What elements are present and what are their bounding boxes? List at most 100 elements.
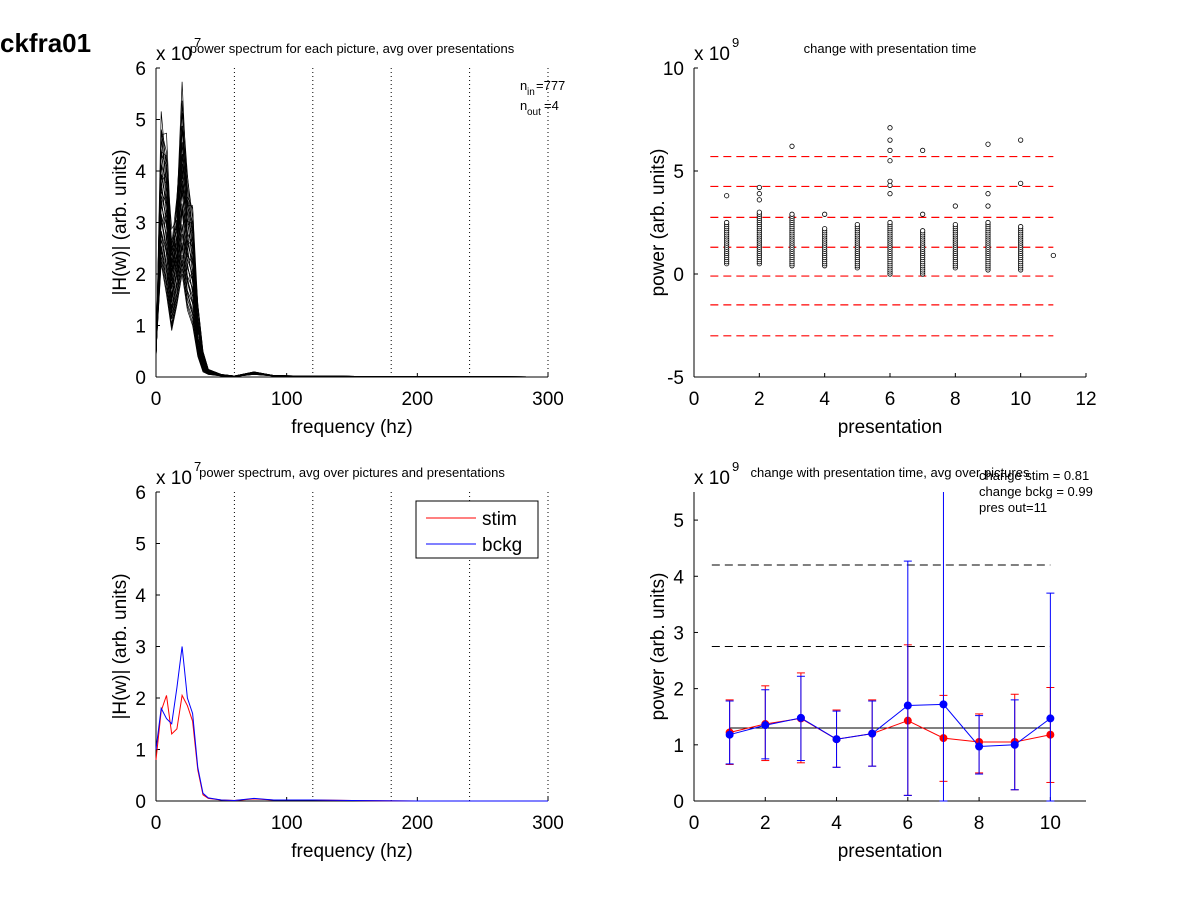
series-marker-bckg (939, 700, 948, 709)
y-multiplier-exponent: 9 (732, 35, 739, 50)
legend-label-stim: stim (482, 509, 517, 530)
series-line-stim (729, 717, 1051, 743)
outlier-point (756, 184, 762, 191)
outlier-point (789, 143, 795, 149)
spectrum-line (155, 246, 549, 378)
series-marker-bckg (1046, 714, 1055, 723)
y-tick-label: 0 (135, 792, 146, 813)
x-tick-label: 100 (271, 813, 303, 834)
y-tick-label: 5 (135, 111, 146, 132)
outlier-point (920, 147, 926, 153)
data-point (724, 219, 730, 226)
n-out-value: =4 (544, 98, 559, 113)
y-multiplier-base: x 10 (694, 468, 730, 489)
outlier-point (724, 193, 730, 199)
y-tick-label: 6 (135, 483, 146, 504)
outlier-point (887, 191, 893, 197)
spectrum-line (155, 198, 549, 378)
stat-annotation: pres out=11 (979, 500, 1047, 515)
series-marker-bckg (761, 721, 770, 730)
y-multiplier-base: x 10 (694, 44, 730, 65)
panel-p1: 0 100 200 300 0 1 2 3 4 5 6 frequency (hz) |H(w)| (a… (110, 35, 565, 438)
y-tick-label: -5 (667, 368, 684, 389)
data-point (985, 219, 991, 226)
x-axis-label: presentation (838, 841, 943, 862)
panel-p3: 0 100 200 300 0 1 2 3 4 5 6 frequency (hz) |H(w)| (a… (110, 459, 564, 862)
data-point (822, 226, 828, 232)
panel-title: power spectrum, avg over pictures and pr… (199, 465, 505, 480)
spectrum-line (155, 128, 549, 378)
spectrum-line (155, 224, 549, 378)
outlier-point (1050, 252, 1056, 259)
x-tick-label: 6 (885, 389, 896, 410)
series-marker-bckg (796, 713, 805, 722)
y-tick-label: 4 (135, 162, 146, 183)
x-tick-label: 2 (760, 813, 771, 834)
series-marker-bckg (903, 701, 912, 710)
y-tick-label: 3 (673, 623, 684, 644)
series-line-stim (155, 693, 548, 802)
legend-box (415, 500, 539, 559)
outlier-point (985, 203, 991, 209)
x-tick-label: 8 (974, 813, 985, 834)
outlier-point (756, 197, 762, 203)
panel-title: change with presentation time (804, 41, 977, 56)
y-tick-label: 1 (673, 736, 684, 757)
spectrum-line (155, 185, 549, 378)
spectrum-line (155, 103, 549, 378)
outlier-point (822, 211, 828, 217)
series-marker-bckg (725, 730, 734, 739)
spectrum-line (155, 211, 549, 378)
y-tick-label: 0 (135, 368, 146, 389)
spectrum-line (155, 213, 549, 378)
n-out-label: n (520, 98, 527, 113)
spectrum-line (155, 249, 548, 378)
x-tick-label: 0 (689, 813, 700, 834)
y-multiplier-exponent: 7 (194, 35, 201, 50)
spectrum-line (155, 231, 549, 378)
spectrum-line (155, 163, 549, 378)
series-marker-bckg (832, 735, 841, 744)
outlier-point (1018, 137, 1024, 143)
panel-p4: 0 2 4 6 8 10 0 1 2 3 4 5 presentation power (arb. uni… (648, 459, 1093, 862)
y-tick-label: 3 (135, 638, 146, 659)
outlier-point (887, 137, 893, 143)
spectrum-line (155, 245, 549, 378)
x-tick-label: 10 (1010, 389, 1031, 410)
spectrum-line (155, 111, 549, 378)
x-tick-label: 2 (754, 389, 765, 410)
y-tick-label: 2 (135, 689, 146, 710)
figure-title: ckfra01 (0, 28, 92, 58)
stat-annotation: change stim = 0.81 (979, 468, 1089, 483)
x-tick-label: 300 (532, 813, 564, 834)
y-multiplier-base: x 10 (156, 468, 192, 489)
y-tick-label: 4 (135, 586, 146, 607)
y-tick-label: 0 (673, 265, 684, 286)
data-point (920, 228, 926, 234)
data-point (1018, 224, 1024, 230)
outlier-point (887, 147, 893, 153)
y-tick-label: 5 (135, 535, 146, 556)
data-point (854, 221, 860, 228)
y-tick-label: 10 (663, 59, 684, 80)
x-tick-label: 200 (401, 389, 433, 410)
y-axis-label: power (arb. units) (648, 149, 669, 297)
y-axis-label: power (arb. units) (648, 573, 669, 721)
y-axis-label: |H(w)| (arb. units) (110, 149, 131, 295)
x-tick-label: 10 (1040, 813, 1061, 834)
data-point (887, 219, 893, 226)
series-line-bckg (155, 646, 548, 802)
y-tick-label: 5 (673, 511, 684, 532)
stat-annotation: change bckg = 0.99 (979, 484, 1093, 499)
panel-title: power spectrum for each picture, avg ove… (190, 41, 515, 56)
spectrum-line (155, 128, 549, 378)
spectrum-line (155, 142, 549, 378)
spectrum-line (155, 186, 549, 378)
legend-label-bckg: bckg (482, 535, 522, 556)
spectrum-line (155, 100, 549, 378)
spectrum-line (155, 231, 549, 378)
outlier-point (985, 141, 991, 147)
n-in-label: n (520, 78, 527, 93)
